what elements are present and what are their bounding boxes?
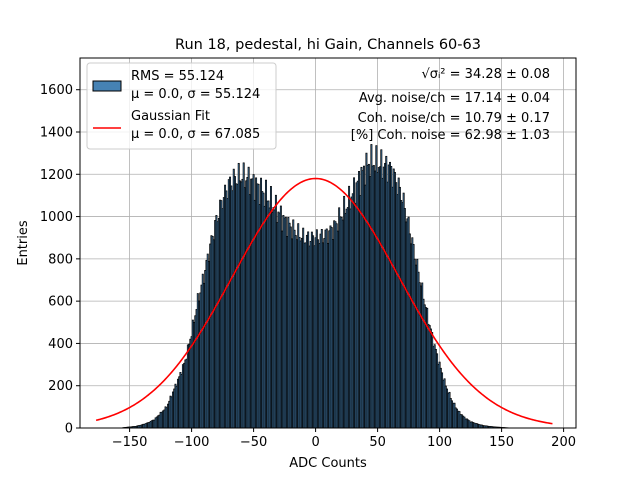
y-tick-label: 1400: [40, 126, 73, 141]
y-tick-label: 0: [65, 422, 73, 437]
y-tick-label: 1600: [40, 83, 73, 98]
legend-fit-label: Gaussian Fit: [131, 109, 210, 124]
legend-fit-stats: μ = 0.0, σ = 67.085: [131, 127, 260, 142]
x-tick-label: −50: [240, 435, 267, 450]
x-axis-label: ADC Counts: [289, 456, 367, 471]
x-tick-label: 100: [427, 435, 452, 450]
y-axis-label: Entries: [16, 220, 31, 266]
legend-rms-patch: [92, 80, 122, 92]
x-tick-label: −150: [112, 435, 148, 450]
annotation-avg-noise: Avg. noise/ch = 17.14 ± 0.04: [359, 91, 550, 106]
annotation-coh-noise: Coh. noise/ch = 10.79 ± 0.17: [358, 111, 550, 126]
annotation-coh-percent: [%] Coh. noise = 62.98 ± 1.03: [351, 128, 550, 143]
x-tick-label: 0: [311, 435, 319, 450]
x-tick-label: 50: [369, 435, 386, 450]
annotation-sigma-total: √σᵢ² = 34.28 ± 0.08: [421, 67, 550, 82]
annotation-sigma-symbol: √σᵢ²: [421, 67, 445, 82]
y-tick-label: 200: [48, 379, 73, 394]
chart-title: Run 18, pedestal, hi Gain, Channels 60-6…: [175, 37, 481, 53]
y-tick-label: 400: [48, 337, 73, 352]
x-tick-label: −100: [174, 435, 210, 450]
x-axis-ticks: −150 −100 −50 0 50 100 150 200: [112, 428, 576, 450]
x-tick-label: 200: [551, 435, 576, 450]
y-tick-label: 600: [48, 295, 73, 310]
legend-rms-label: RMS = 55.124: [131, 69, 224, 84]
y-tick-label: 800: [48, 252, 73, 267]
y-tick-label: 1200: [40, 168, 73, 183]
legend: RMS = 55.124 μ = 0.0, σ = 55.124 Gaussia…: [86, 62, 277, 150]
y-axis-ticks: 0 200 400 600 800 1000 1200 1400 1600: [40, 83, 80, 437]
plot-frame: [79, 57, 577, 429]
gaussian-fit-line: [95, 177, 553, 425]
legend-rms-stats: μ = 0.0, σ = 55.124: [131, 87, 260, 102]
annotation-sigma-value: = 34.28 ± 0.08: [446, 67, 550, 82]
noise-annotations: √σᵢ² = 34.28 ± 0.08 Avg. noise/ch = 17.1…: [351, 67, 550, 143]
y-tick-label: 1000: [40, 210, 73, 225]
x-tick-label: 150: [489, 435, 514, 450]
legend-frame: [86, 62, 277, 150]
